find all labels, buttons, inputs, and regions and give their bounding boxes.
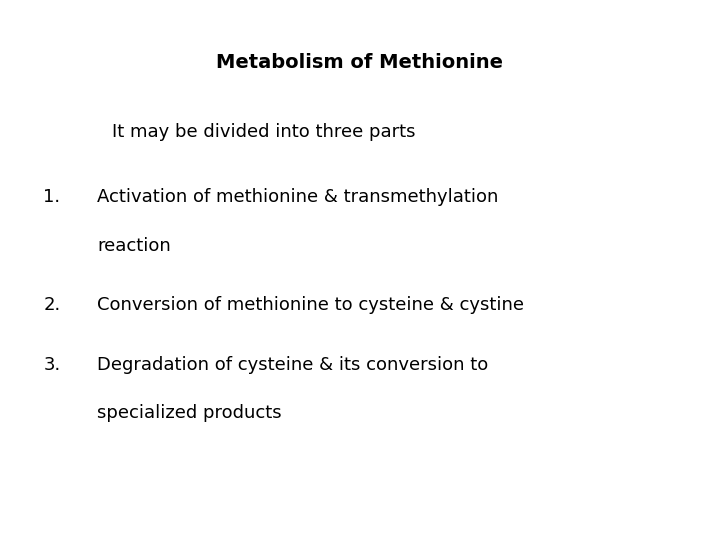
Text: 2.: 2. [43,296,60,314]
Text: Activation of methionine & transmethylation: Activation of methionine & transmethylat… [97,188,498,206]
Text: It may be divided into three parts: It may be divided into three parts [112,123,415,141]
Text: reaction: reaction [97,237,171,255]
Text: Metabolism of Methionine: Metabolism of Methionine [217,52,503,72]
Text: specialized products: specialized products [97,404,282,422]
Text: 3.: 3. [43,355,60,374]
Text: Conversion of methionine to cysteine & cystine: Conversion of methionine to cysteine & c… [97,296,524,314]
Text: Degradation of cysteine & its conversion to: Degradation of cysteine & its conversion… [97,355,488,374]
Text: 1.: 1. [43,188,60,206]
